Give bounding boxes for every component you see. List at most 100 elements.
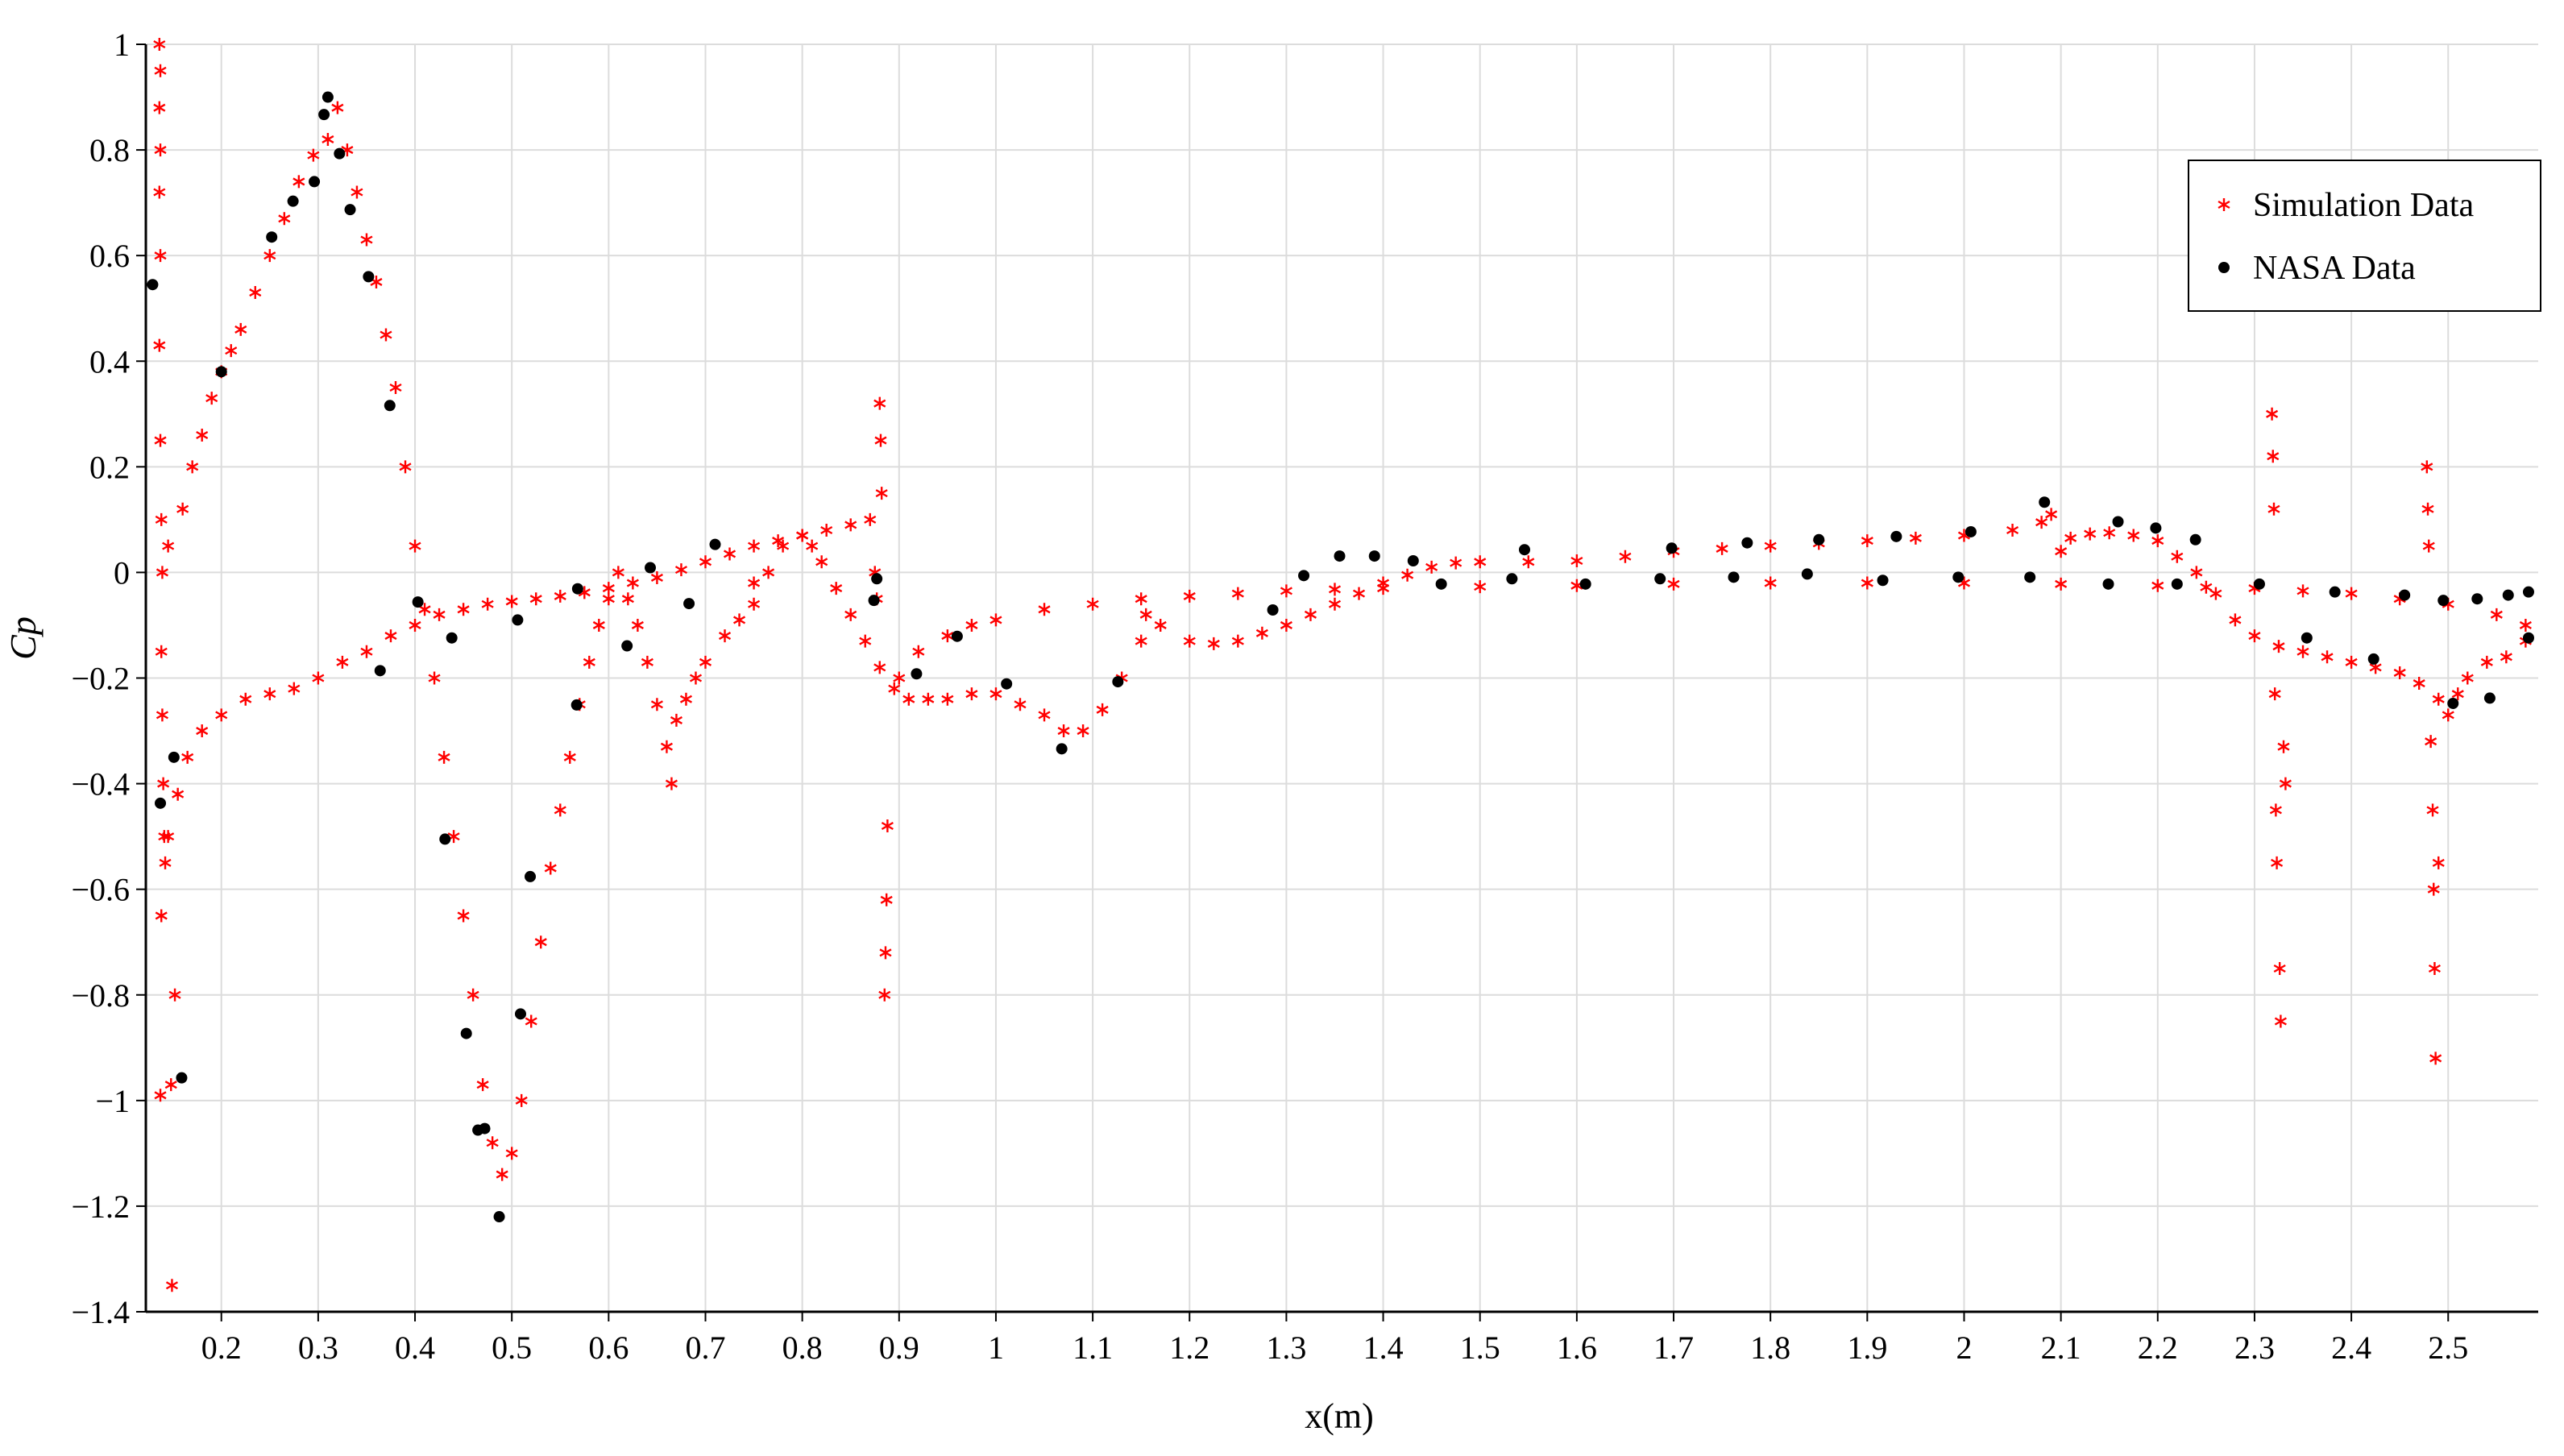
asterisk-point [1057,724,1070,738]
x-tick-label: 1.8 [1750,1329,1790,1366]
y-tick-label: −0.8 [71,977,130,1014]
asterisk-point [239,692,252,706]
asterisk-point [2427,882,2440,896]
dot-point [215,366,227,378]
asterisk-point [1570,554,1583,567]
dot-point [871,573,883,585]
axes: 0.2 0.3 0.4 0.5 0.6 0.7 0.8 0.9 1 1.1 1.2 1.3 1.4 1.5… [71,27,2538,1366]
asterisk-point [2190,566,2203,579]
dot-point [1334,550,1346,562]
asterisk-point [181,750,194,764]
asterisk-point [1377,576,1390,590]
asterisk-point [457,909,470,923]
x-tick-label: 0.6 [588,1329,629,1366]
asterisk-point [2426,803,2439,817]
dot-point [2471,593,2483,605]
asterisk-point [2064,531,2077,545]
dot-point [525,870,537,882]
asterisk-point [965,687,978,701]
asterisk-point [2279,777,2292,790]
dot-point [1518,544,1530,556]
dot-point [1112,676,1124,688]
dot-point [1801,568,1813,580]
asterisk-point [156,708,168,722]
dot-point [951,630,963,642]
asterisk-point [1280,618,1292,632]
dot-point [512,614,524,626]
asterisk-point [380,328,392,342]
dot-point [1435,578,1447,590]
y-tick-label: −0.2 [71,661,130,697]
asterisk-point [1231,587,1244,600]
asterisk-point [679,692,693,706]
dot-point [374,665,386,677]
asterisk-point [1183,589,1196,603]
asterisk-point [583,655,595,669]
asterisk-point [153,185,166,199]
asterisk-point [1096,703,1109,716]
dot-point [318,109,330,121]
x-tick-label: 1.2 [1169,1329,1209,1366]
y-tick-label: −0.4 [71,766,130,803]
asterisk-point [830,582,843,595]
x-tick-label: 2.4 [2331,1329,2371,1366]
asterisk-point [505,1147,518,1160]
dot-point [2437,595,2450,607]
asterisk-point [2229,613,2242,627]
dot-point [2189,533,2201,545]
x-tick-label: 2.2 [2138,1329,2178,1366]
asterisk-point [165,1279,178,1292]
asterisk-point [215,708,228,722]
asterisk-point [2296,645,2309,658]
asterisk-point [529,592,542,606]
asterisk-point [1861,534,1873,548]
asterisk-point [2084,527,2097,541]
asterisk-point [641,655,653,669]
asterisk-point [2393,666,2406,679]
asterisk-point [225,344,238,358]
asterisk-point [762,566,775,579]
asterisk-point [650,698,663,711]
dot-point [2301,632,2313,644]
asterisk-point [612,566,624,579]
asterisk-point [796,529,809,542]
asterisk-point [384,629,397,643]
asterisk-point [2461,671,2474,685]
asterisk-point [1077,724,1089,738]
asterisk-point [2425,735,2437,749]
asterisk-point [772,534,785,548]
asterisk-point [312,671,325,685]
asterisk-point [2413,677,2425,691]
dot-point [2218,262,2230,273]
asterisk-point [2345,655,2358,669]
x-tick-label: 0.4 [395,1329,435,1366]
dot-point [384,400,396,412]
asterisk-point [2268,687,2281,701]
x-tick-label: 2.5 [2428,1329,2468,1366]
asterisk-point [157,777,170,790]
dot-point [2399,589,2411,601]
asterisk-point [1352,587,1366,600]
asterisk-point [1183,634,1196,648]
dot-point [1877,575,1889,587]
asterisk-point [864,512,877,526]
x-tick-label: 2.1 [2041,1329,2081,1366]
y-tick-label: −0.6 [71,872,130,908]
asterisk-point [748,539,761,553]
asterisk-point [859,634,872,648]
asterisk-point [2055,577,2068,591]
x-tick-label: 1.9 [1847,1329,1887,1366]
asterisk-point [409,618,421,632]
asterisk-point [154,64,167,77]
asterisk-point [2035,516,2048,529]
x-tick-label: 0.3 [298,1329,338,1366]
dot-point [514,1008,526,1020]
dot-point [2171,578,2183,590]
asterisk-point [1255,626,1268,640]
asterisk-point [154,433,167,447]
legend-label: Simulation Data [2253,187,2474,224]
asterisk-point [2269,803,2282,817]
dot-point [287,195,299,207]
